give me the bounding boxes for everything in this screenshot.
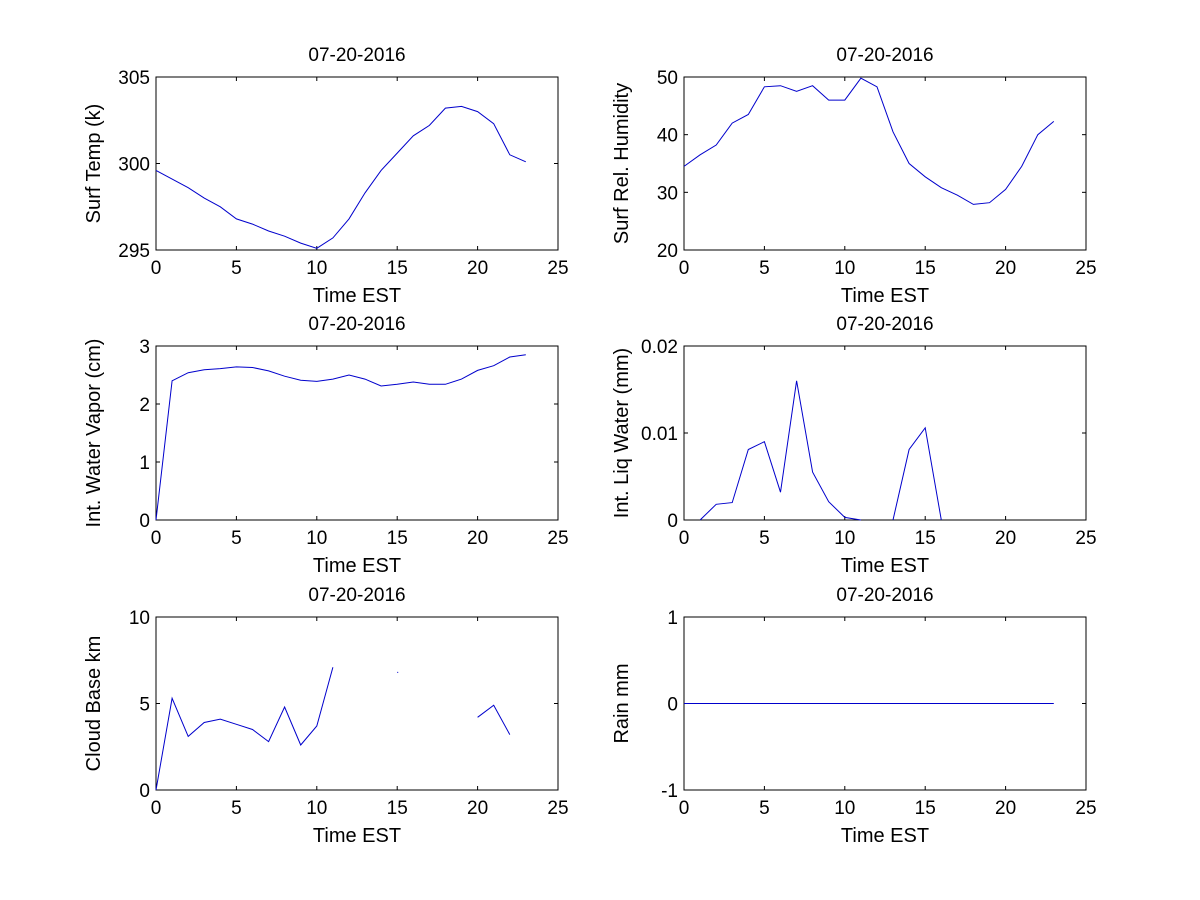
x-tick-label: 20 [467, 258, 488, 279]
x-tick-label: 0 [151, 798, 162, 819]
subplot-2: 07-20-2016 0 5 10 15 20 25 20 30 40 50 Time EST Surf… [611, 45, 1097, 307]
x-tick-label: 10 [306, 528, 327, 549]
y-tick-label: 295 [118, 241, 150, 262]
y-axis-label: Int. Liq Water (mm) [611, 348, 633, 518]
plot-frame [155, 616, 559, 791]
y-tick-label: 0 [139, 781, 150, 802]
y-tick-label: 20 [657, 241, 678, 262]
y-axis-label: Surf Temp (k) [83, 104, 105, 224]
x-tick-label: 0 [679, 798, 690, 819]
plot-title: 07-20-2016 [308, 314, 405, 335]
y-tick-label: 1 [139, 453, 150, 474]
plot-title: 07-20-2016 [836, 45, 933, 66]
x-tick-label: 0 [151, 258, 162, 279]
y-axis-label: Surf Rel. Humidity [611, 83, 633, 244]
x-tick-label: 20 [995, 798, 1016, 819]
plot-title: 07-20-2016 [308, 45, 405, 66]
x-tick-label: 15 [915, 258, 936, 279]
plot-frame [683, 76, 1087, 251]
y-tick-label: 40 [657, 126, 678, 147]
x-tick-label: 0 [679, 258, 690, 279]
y-tick-label: 50 [657, 68, 678, 89]
x-tick-label: 25 [547, 258, 568, 279]
series-line [155, 105, 527, 249]
y-tick-label: 0 [667, 511, 678, 532]
y-tick-label: 0.01 [641, 424, 678, 445]
y-tick-label: 30 [657, 183, 678, 204]
series-line [155, 354, 526, 521]
x-axis-label: Time EST [841, 555, 929, 577]
y-tick-label: 0 [667, 695, 678, 716]
x-axis-label: Time EST [841, 825, 929, 847]
x-axis-label: Time EST [313, 555, 401, 577]
subplot-1: 07-20-2016 0 5 10 15 20 25 295 300 305 Time EST Sur… [83, 45, 569, 307]
y-tick-label: -1 [661, 781, 678, 802]
x-axis-label: Time EST [841, 285, 929, 307]
x-tick-label: 25 [1075, 258, 1096, 279]
series-line [699, 380, 861, 521]
x-tick-label: 25 [1075, 528, 1096, 549]
y-axis-label: Cloud Base km [83, 636, 105, 772]
plot-frame [155, 345, 559, 521]
y-tick-label: 0 [139, 511, 150, 532]
y-tick-label: 3 [139, 337, 150, 358]
x-tick-label: 20 [995, 258, 1016, 279]
x-tick-label: 5 [759, 258, 770, 279]
x-tick-label: 15 [387, 798, 408, 819]
y-tick-label: 300 [118, 155, 150, 176]
y-tick-label: 305 [118, 68, 150, 89]
y-tick-label: 1 [667, 608, 678, 629]
x-tick-label: 15 [387, 528, 408, 549]
x-tick-label: 10 [834, 528, 855, 549]
y-axis-label: Rain mm [611, 663, 633, 743]
x-tick-label: 20 [467, 528, 488, 549]
x-tick-label: 0 [151, 528, 162, 549]
y-tick-label: 2 [139, 395, 150, 416]
x-tick-label: 15 [915, 798, 936, 819]
x-tick-label: 15 [387, 258, 408, 279]
y-tick-label: 0.02 [641, 337, 678, 358]
x-tick-label: 10 [834, 798, 855, 819]
x-tick-label: 5 [231, 528, 242, 549]
plot-frame [683, 345, 1087, 521]
x-tick-label: 0 [679, 528, 690, 549]
subplot-3: 07-20-2016 0 5 10 15 20 25 0 1 2 3 Time EST Int. Wat… [83, 314, 569, 577]
series-line [155, 667, 334, 791]
subplot-5: 07-20-2016 0 5 10 15 20 25 0 5 10 Time EST Cloud Ba… [83, 585, 569, 847]
plot-title: 07-20-2016 [308, 585, 405, 606]
plot-frame [155, 76, 559, 251]
series-line [683, 77, 1055, 205]
x-tick-label: 20 [995, 528, 1016, 549]
x-tick-label: 25 [547, 798, 568, 819]
x-tick-label: 5 [759, 528, 770, 549]
y-tick-label: 10 [129, 608, 150, 629]
x-tick-label: 10 [834, 258, 855, 279]
x-tick-label: 15 [915, 528, 936, 549]
x-tick-label: 25 [1075, 798, 1096, 819]
x-axis-label: Time EST [313, 285, 401, 307]
subplot-4: 07-20-2016 0 5 10 15 20 25 0 0.01 0.02 Time EST Int… [611, 314, 1097, 577]
series-line [477, 704, 511, 735]
x-tick-label: 20 [467, 798, 488, 819]
y-axis-label: Int. Water Vapor (cm) [83, 339, 105, 528]
x-tick-label: 10 [306, 258, 327, 279]
y-tick-label: 5 [139, 695, 150, 716]
series-line [892, 426, 942, 521]
plot-title: 07-20-2016 [836, 314, 933, 335]
x-tick-label: 25 [547, 528, 568, 549]
x-tick-label: 10 [306, 798, 327, 819]
plot-title: 07-20-2016 [836, 585, 933, 606]
x-tick-label: 5 [759, 798, 770, 819]
x-axis-label: Time EST [313, 825, 401, 847]
x-tick-label: 5 [231, 798, 242, 819]
x-tick-label: 5 [231, 258, 242, 279]
